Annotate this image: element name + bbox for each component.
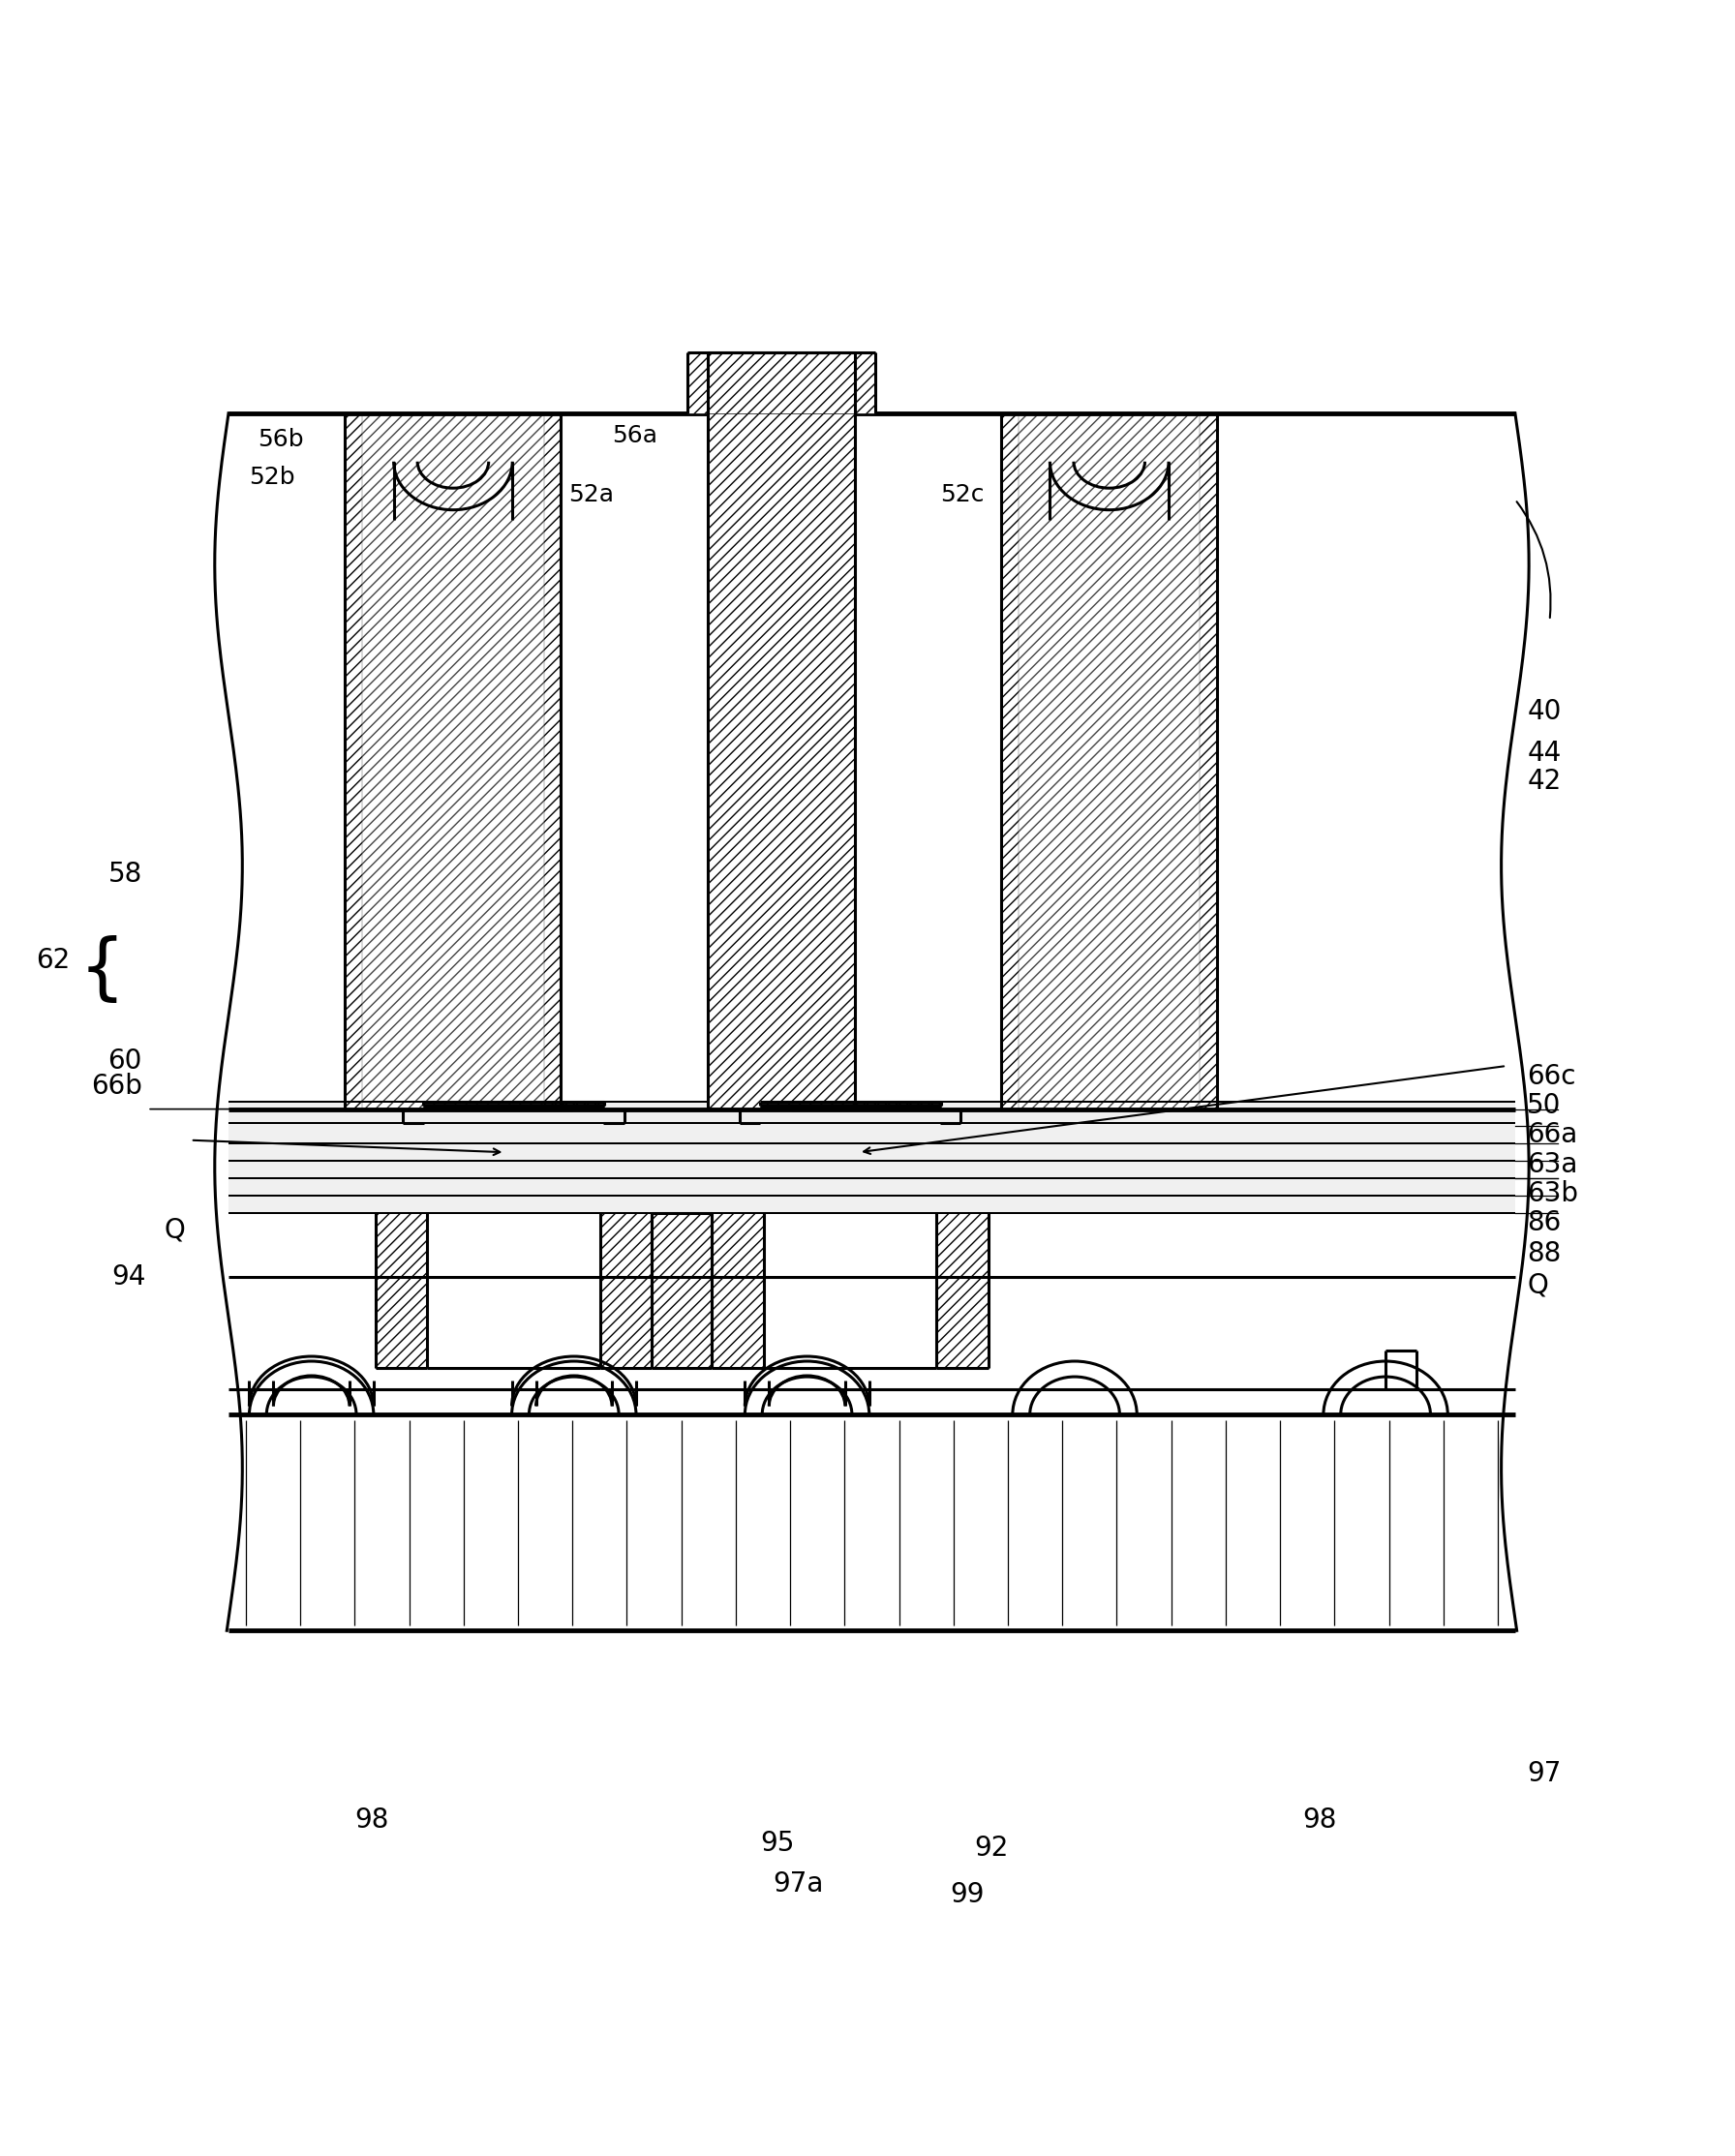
Bar [229,414,1515,1630]
Text: 48b: 48b [755,483,802,507]
Text: 52b: 52b [248,466,295,489]
Text: 46: 46 [791,425,822,446]
Text: 94: 94 [111,1263,146,1289]
Bar [1018,414,1201,1108]
Text: 46: 46 [451,425,482,446]
Text: 44: 44 [1527,740,1562,768]
Text: 50: 50 [1527,1093,1562,1119]
Bar [1001,414,1218,1108]
Text: 62: 62 [35,946,69,975]
Bar [711,1212,763,1369]
Text: 97a: 97a [774,1871,824,1897]
Text: 95: 95 [760,1830,795,1856]
Bar [427,1212,600,1369]
Text: 52c: 52c [940,483,984,507]
Bar [363,414,543,1108]
Polygon shape [760,1102,940,1106]
Text: 97: 97 [1527,1759,1562,1787]
Bar [687,354,874,414]
Text: 42: 42 [1527,768,1562,796]
Text: 66b: 66b [90,1074,142,1100]
Text: Q: Q [1527,1272,1548,1298]
Text: 98: 98 [1303,1807,1338,1835]
Text: 52a: 52a [569,483,614,507]
Text: 48a: 48a [399,483,444,507]
Text: 66c: 66c [1527,1063,1575,1089]
Text: 58: 58 [108,860,142,888]
Text: 88: 88 [1527,1240,1562,1268]
Text: 56b: 56b [257,427,304,451]
Bar [600,1212,652,1369]
Bar [345,414,560,1108]
Text: 56c: 56c [1084,483,1128,507]
Polygon shape [791,1106,909,1108]
Bar [652,1212,711,1369]
Text: Q: Q [165,1216,186,1244]
Text: 86: 86 [1527,1210,1562,1238]
Text: 98: 98 [354,1807,389,1835]
Bar [229,1414,1515,1630]
Text: 63a: 63a [1527,1151,1577,1177]
Polygon shape [455,1106,573,1108]
Text: 60: 60 [108,1048,142,1074]
Bar [763,1212,937,1369]
Text: {: { [80,936,125,1007]
Bar [375,1212,427,1369]
Polygon shape [423,1102,604,1106]
Text: 40: 40 [1527,699,1562,724]
Text: 66a: 66a [1527,1121,1577,1149]
Text: 99: 99 [951,1882,985,1908]
Bar [229,1212,375,1369]
Text: 63b: 63b [1527,1179,1579,1207]
Bar [708,354,855,1108]
Text: 92: 92 [975,1835,1010,1863]
Text: 56a: 56a [612,425,658,446]
Bar [937,1212,989,1369]
Bar [229,1102,1515,1212]
Bar [989,1212,1515,1369]
